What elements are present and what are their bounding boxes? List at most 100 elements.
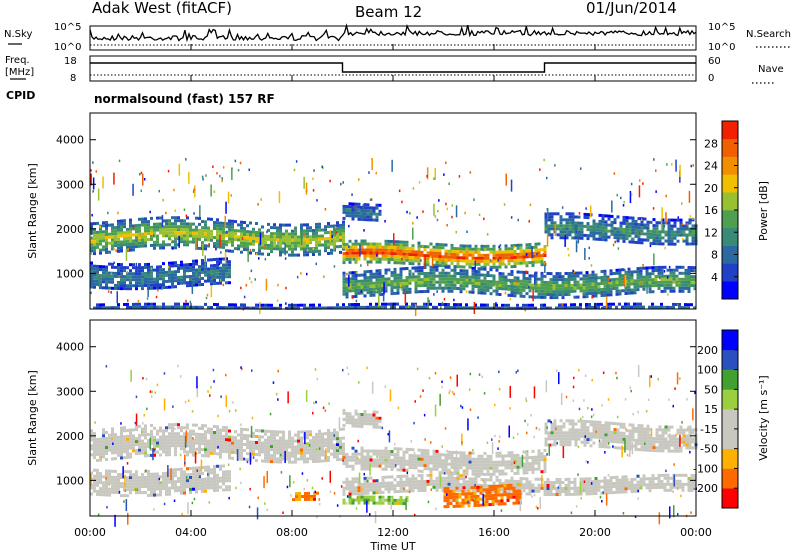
heatmap-cell bbox=[582, 289, 586, 293]
heatmap-cell bbox=[162, 444, 165, 448]
heatmap-cell bbox=[218, 262, 221, 266]
heatmap-cell bbox=[111, 244, 114, 248]
heatmap-cell bbox=[189, 222, 192, 226]
heatmap-cell bbox=[375, 290, 379, 294]
heatmap-cell bbox=[351, 286, 355, 290]
heatmap-cell bbox=[153, 426, 156, 430]
heatmap-cell bbox=[607, 214, 611, 218]
heatmap-cell bbox=[177, 423, 180, 427]
y-tick-label: 3000 bbox=[56, 178, 84, 191]
heatmap-cell bbox=[543, 303, 546, 307]
heatmap-cell bbox=[195, 268, 198, 272]
heatmap-cell bbox=[363, 251, 367, 255]
heatmap-cell bbox=[240, 223, 243, 227]
heatmap-cell bbox=[631, 426, 635, 430]
heatmap-cell bbox=[655, 434, 659, 438]
heatmap-cell bbox=[550, 434, 554, 438]
heatmap-cell bbox=[348, 412, 352, 416]
heatmap-cell bbox=[351, 248, 355, 252]
heatmap-cell bbox=[435, 265, 439, 269]
heatmap-cell bbox=[384, 257, 388, 261]
heatmap-cell bbox=[294, 241, 297, 245]
heatmap-cell bbox=[345, 280, 349, 284]
heatmap-cell bbox=[567, 306, 570, 310]
heatmap-cell bbox=[294, 238, 297, 242]
heatmap-cell bbox=[542, 253, 545, 256]
heatmap-cell bbox=[682, 428, 686, 432]
heatmap-cell bbox=[150, 447, 153, 451]
heatmap-cell bbox=[646, 227, 649, 230]
heatmap-cell bbox=[123, 303, 126, 306]
heatmap-cell bbox=[642, 275, 646, 279]
heatmap-cell bbox=[315, 246, 318, 250]
heatmap-cell bbox=[303, 253, 306, 257]
heatmap-cell bbox=[447, 258, 451, 262]
heatmap-cell bbox=[213, 245, 216, 248]
heatmap-cell bbox=[444, 471, 448, 475]
heatmap-cell bbox=[423, 464, 427, 468]
heatmap-cell bbox=[132, 248, 135, 252]
heatmap-cell bbox=[363, 461, 367, 465]
heatmap-cell bbox=[516, 246, 520, 250]
heatmap-cell bbox=[168, 225, 171, 229]
heatmap-cell bbox=[144, 278, 147, 281]
y-tick-label: 4000 bbox=[56, 134, 84, 147]
heatmap-cell bbox=[354, 251, 358, 255]
heatmap-cell bbox=[108, 280, 111, 284]
heatmap-cell bbox=[108, 433, 111, 437]
heatmap-cell bbox=[567, 281, 571, 284]
heatmap-cell bbox=[156, 305, 159, 309]
heatmap-cell bbox=[279, 430, 282, 434]
heatmap-cell bbox=[516, 279, 520, 283]
heatmap-cell bbox=[342, 238, 345, 242]
heatmap-cell bbox=[357, 452, 361, 456]
heatmap-cell bbox=[354, 418, 358, 422]
heatmap-cell bbox=[117, 272, 120, 275]
heatmap-cell bbox=[495, 451, 499, 455]
heatmap-cell bbox=[363, 455, 367, 459]
heatmap-cell bbox=[405, 291, 409, 294]
heatmap-cell bbox=[639, 305, 642, 309]
heatmap-cell bbox=[351, 245, 355, 249]
heatmap-cell bbox=[261, 447, 264, 451]
heatmap-cell bbox=[387, 268, 391, 272]
heatmap-cell bbox=[159, 305, 162, 309]
heatmap-cell bbox=[351, 415, 355, 419]
heatmap-cell bbox=[546, 208, 548, 211]
heatmap-cell bbox=[585, 207, 587, 210]
heatmap-cell bbox=[417, 247, 421, 251]
heatmap-cell bbox=[158, 189, 160, 193]
heatmap-cell bbox=[185, 214, 188, 217]
heatmap-cell bbox=[288, 303, 291, 307]
heatmap-cell bbox=[673, 221, 677, 225]
heatmap-cell bbox=[645, 272, 649, 276]
heatmap-cell bbox=[592, 435, 596, 439]
heatmap-cell bbox=[492, 466, 496, 470]
heatmap-cell bbox=[468, 290, 472, 294]
heatmap-cell bbox=[369, 269, 373, 273]
heatmap-cell bbox=[667, 242, 671, 246]
heatmap-cell bbox=[273, 439, 276, 443]
heatmap-cell bbox=[423, 305, 426, 309]
heatmap-cell bbox=[105, 458, 108, 461]
heatmap-cell bbox=[138, 241, 141, 245]
heatmap-cell bbox=[315, 231, 318, 235]
heatmap-cell bbox=[173, 188, 175, 192]
colorbar-swatch bbox=[722, 138, 738, 157]
heatmap-cell bbox=[679, 428, 683, 432]
heatmap-cell bbox=[216, 425, 219, 429]
heatmap-cell bbox=[369, 272, 373, 276]
heatmap-cell bbox=[360, 449, 364, 453]
heatmap-cell bbox=[198, 441, 201, 445]
heatmap-cell bbox=[646, 433, 650, 437]
heatmap-cell bbox=[255, 234, 258, 237]
heatmap-cell bbox=[646, 439, 650, 443]
heatmap-cell bbox=[665, 194, 667, 198]
heatmap-cell bbox=[120, 438, 123, 442]
heatmap-cell bbox=[666, 286, 670, 290]
heatmap-cell bbox=[465, 272, 469, 276]
heatmap-cell bbox=[210, 273, 213, 277]
heatmap-cell bbox=[645, 278, 649, 282]
heatmap-cell bbox=[474, 463, 478, 467]
heatmap-cell bbox=[447, 255, 451, 259]
